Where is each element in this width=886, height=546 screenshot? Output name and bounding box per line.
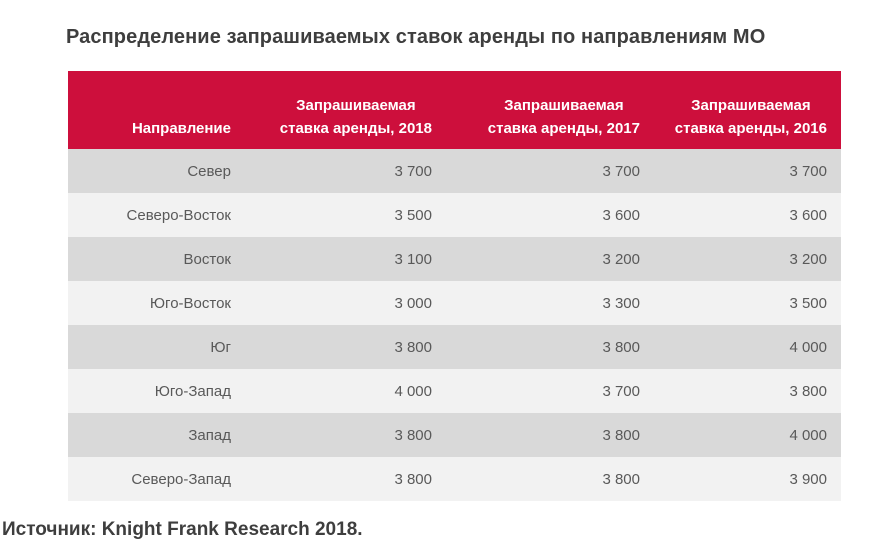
cell-direction: Юго-Запад <box>68 369 261 413</box>
cell-rate-2018: 3 800 <box>261 457 462 501</box>
cell-rate-2018: 3 500 <box>261 193 462 237</box>
cell-rate-2017: 3 800 <box>462 413 655 457</box>
cell-rate-2016: 4 000 <box>655 413 841 457</box>
table-row: Север 3 700 3 700 3 700 <box>68 149 841 193</box>
cell-direction: Северо-Восток <box>68 193 261 237</box>
table-header-row: Направление Запрашиваемая ставка аренды,… <box>68 71 841 149</box>
table-row: Восток 3 100 3 200 3 200 <box>68 237 841 281</box>
cell-rate-2016: 3 800 <box>655 369 841 413</box>
cell-rate-2016: 3 900 <box>655 457 841 501</box>
column-header-rate-2016: Запрашиваемая ставка аренды, 2016 <box>655 71 841 149</box>
cell-rate-2018: 4 000 <box>261 369 462 413</box>
cell-rate-2017: 3 200 <box>462 237 655 281</box>
cell-rate-2016: 3 200 <box>655 237 841 281</box>
cell-rate-2017: 3 300 <box>462 281 655 325</box>
table-row: Юго-Запад 4 000 3 700 3 800 <box>68 369 841 413</box>
cell-rate-2017: 3 800 <box>462 325 655 369</box>
cell-rate-2018: 3 100 <box>261 237 462 281</box>
column-header-rate-2017-label: Запрашиваемая ставка аренды, 2017 <box>487 97 640 137</box>
cell-direction: Запад <box>68 413 261 457</box>
cell-direction: Юго-Восток <box>68 281 261 325</box>
cell-rate-2018: 3 800 <box>261 325 462 369</box>
cell-direction: Север <box>68 149 261 193</box>
cell-rate-2018: 3 800 <box>261 413 462 457</box>
cell-rate-2016: 3 600 <box>655 193 841 237</box>
table-row: Запад 3 800 3 800 4 000 <box>68 413 841 457</box>
cell-rate-2016: 3 700 <box>655 149 841 193</box>
column-header-rate-2017: Запрашиваемая ставка аренды, 2017 <box>462 71 655 149</box>
column-header-rate-2016-label: Запрашиваемая ставка аренды, 2016 <box>674 97 827 137</box>
cell-rate-2017: 3 600 <box>462 193 655 237</box>
table-row: Северо-Запад 3 800 3 800 3 900 <box>68 457 841 501</box>
cell-rate-2017: 3 700 <box>462 149 655 193</box>
cell-rate-2018: 3 700 <box>261 149 462 193</box>
cell-rate-2016: 4 000 <box>655 325 841 369</box>
page-title: Распределение запрашиваемых ставок аренд… <box>66 26 766 48</box>
column-header-direction: Направление <box>68 71 261 149</box>
source-attribution: Источник: Knight Frank Research 2018. <box>2 519 363 540</box>
rental-rates-table: Направление Запрашиваемая ставка аренды,… <box>68 71 841 501</box>
cell-rate-2017: 3 800 <box>462 457 655 501</box>
cell-direction: Северо-Запад <box>68 457 261 501</box>
table-row: Юго-Восток 3 000 3 300 3 500 <box>68 281 841 325</box>
column-header-rate-2018: Запрашиваемая ставка аренды, 2018 <box>261 71 462 149</box>
table-row: Юг 3 800 3 800 4 000 <box>68 325 841 369</box>
column-header-rate-2018-label: Запрашиваемая ставка аренды, 2018 <box>279 97 432 137</box>
cell-rate-2017: 3 700 <box>462 369 655 413</box>
column-header-direction-label: Направление <box>131 119 231 137</box>
cell-rate-2016: 3 500 <box>655 281 841 325</box>
cell-direction: Юг <box>68 325 261 369</box>
cell-direction: Восток <box>68 237 261 281</box>
cell-rate-2018: 3 000 <box>261 281 462 325</box>
table-row: Северо-Восток 3 500 3 600 3 600 <box>68 193 841 237</box>
